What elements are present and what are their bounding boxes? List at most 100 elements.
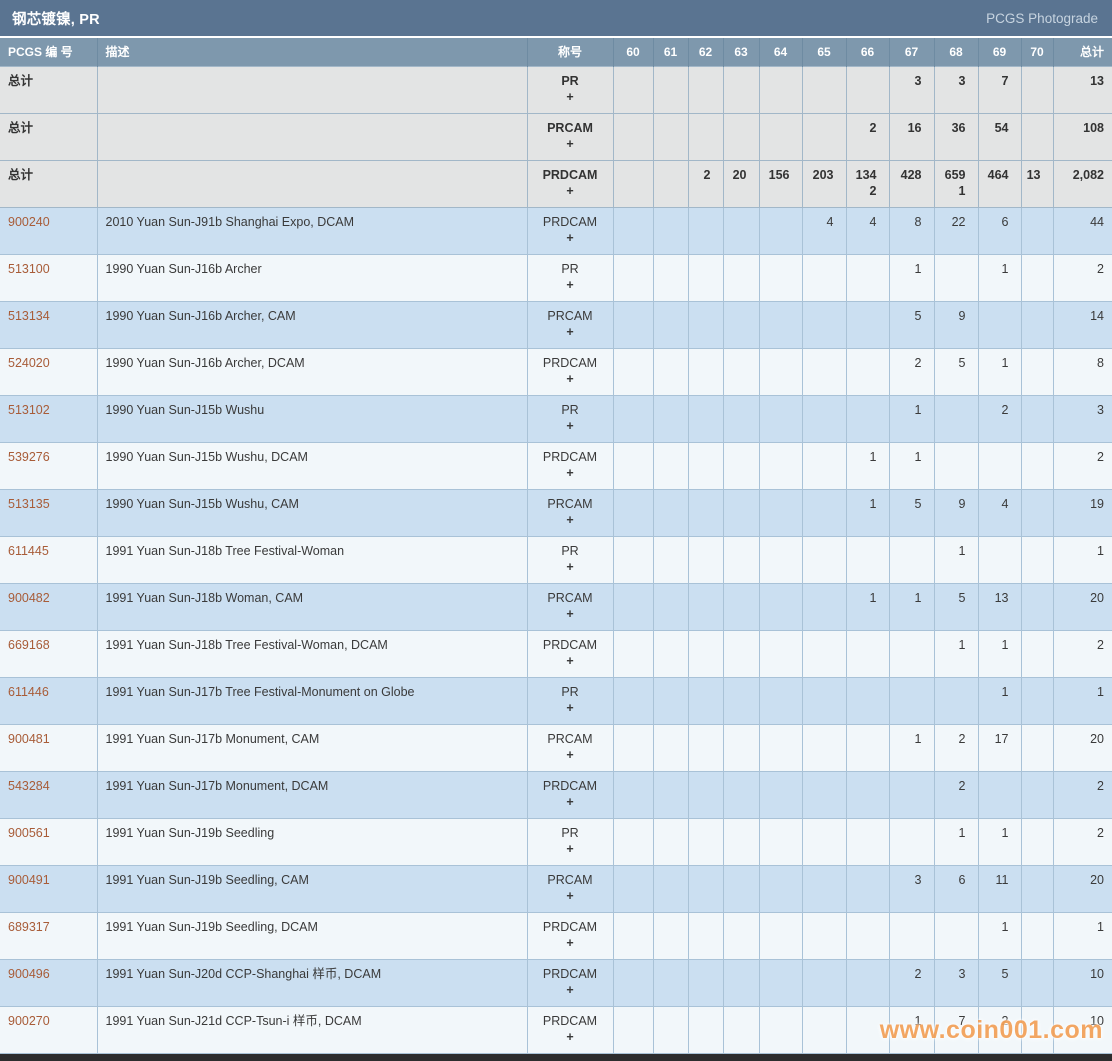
grade-60-count-cell [612, 488, 654, 537]
description-cell: 1991 Yuan Sun-J18b Woman, CAM [96, 582, 528, 631]
grade-69-count-cell [977, 770, 1022, 819]
pcgs-number-link[interactable]: 900482 [8, 590, 50, 605]
grade-62-count-cell [687, 206, 724, 255]
designation-cell: PRCAM + [526, 112, 614, 161]
grade-61-count-cell [652, 864, 689, 913]
grade-61-count-cell [652, 1005, 689, 1054]
grade-69-count-cell: 7 [977, 65, 1022, 114]
grade-67-count-cell: 2 [888, 347, 935, 396]
pcgs-number-link[interactable]: 900481 [8, 731, 50, 746]
grade-62-count-cell [687, 770, 724, 819]
table-row: 513135 1990 Yuan Sun-J15b Wushu, CAM PRCAM… [0, 488, 1112, 537]
grade-67-count-cell: 428 [888, 159, 935, 208]
photograde-link[interactable]: PCGS Photograde [986, 10, 1098, 26]
pcgs-number-cell: 689317 [0, 911, 98, 960]
pcgs-number-link[interactable]: 900496 [8, 966, 50, 981]
pcgs-number-link[interactable]: 513135 [8, 496, 50, 511]
pcgs-number-link[interactable]: 900270 [8, 1013, 50, 1028]
pcgs-number-link[interactable]: 524020 [8, 355, 50, 370]
col-header-grade-62: 62 [688, 38, 724, 66]
pcgs-number-link[interactable]: 543284 [8, 778, 50, 793]
grade-68-count-cell: 9 [933, 300, 979, 349]
grade-64-count-cell [758, 864, 803, 913]
grade-62-count-cell [687, 253, 724, 302]
grade-69-count-cell [977, 535, 1022, 584]
pcgs-number-cell: 611446 [0, 676, 98, 725]
grade-68-count-cell: 22 [933, 206, 979, 255]
grade-70-count-cell [1020, 582, 1054, 631]
description-cell: 1990 Yuan Sun-J16b Archer, CAM [96, 300, 528, 349]
grade-66-count-cell [845, 394, 890, 443]
grade-62-count-cell [687, 817, 724, 866]
grade-67-count-cell: 1 [888, 1005, 935, 1054]
grade-60-count-cell [612, 911, 654, 960]
grade-65-count-cell [801, 65, 847, 114]
pcgs-number-link[interactable]: 611446 [8, 684, 49, 699]
grade-70-count-cell: 13 [1020, 159, 1054, 208]
col-header-grade-60: 60 [613, 38, 654, 66]
pcgs-number-link[interactable]: 539276 [8, 449, 50, 464]
pcgs-number-link[interactable]: 900491 [8, 872, 50, 887]
pcgs-number-cell: 900481 [0, 723, 98, 772]
designation-cell: PRCAM + [526, 300, 614, 349]
grade-60-count-cell [612, 253, 654, 302]
grade-60-count-cell [612, 770, 654, 819]
grade-61-count-cell [652, 300, 689, 349]
pcgs-number-cell: 513135 [0, 488, 98, 537]
grade-62-count-cell [687, 864, 724, 913]
grade-70-count-cell [1020, 488, 1054, 537]
designation-cell: PRCAM + [526, 723, 614, 772]
grade-64-count-cell [758, 65, 803, 114]
grade-64-count-cell [758, 958, 803, 1007]
pcgs-number-link[interactable]: 513134 [8, 308, 50, 323]
grade-66-count-cell: 134 2 [845, 159, 890, 208]
row-total-cell: 8 [1052, 347, 1112, 396]
grade-65-count-cell [801, 723, 847, 772]
description-cell: 1991 Yuan Sun-J17b Monument, DCAM [96, 770, 528, 819]
grade-60-count-cell [612, 958, 654, 1007]
grade-66-count-cell [845, 347, 890, 396]
grade-64-count-cell [758, 1005, 803, 1054]
col-header-grade-63: 63 [723, 38, 760, 66]
pcgs-number-link[interactable]: 900561 [8, 825, 50, 840]
grade-66-count-cell [845, 864, 890, 913]
pcgs-number-link[interactable]: 513102 [8, 402, 50, 417]
pcgs-number-link[interactable]: 611445 [8, 543, 49, 558]
grade-65-count-cell [801, 911, 847, 960]
grade-60-count-cell [612, 817, 654, 866]
table-row: 539276 1990 Yuan Sun-J15b Wushu, DCAM PRDC… [0, 441, 1112, 490]
grade-64-count-cell [758, 488, 803, 537]
col-header-total: 总计 [1053, 38, 1112, 66]
col-header-grade-70: 70 [1021, 38, 1054, 66]
grade-60-count-cell [612, 347, 654, 396]
grade-62-count-cell [687, 1005, 724, 1054]
grade-60-count-cell [612, 65, 654, 114]
grade-64-count-cell [758, 911, 803, 960]
grade-66-count-cell [845, 253, 890, 302]
grade-68-count-cell: 9 [933, 488, 979, 537]
pcgs-number-link[interactable]: 669168 [8, 637, 50, 652]
grade-64-count-cell [758, 206, 803, 255]
grade-61-count-cell [652, 770, 689, 819]
grade-66-count-cell [845, 911, 890, 960]
pcgs-number-link[interactable]: 689317 [8, 919, 50, 934]
pcgs-number-link[interactable]: 513100 [8, 261, 50, 276]
page-title: 钢芯镀镍, PR [12, 11, 100, 28]
row-total-cell: 1 [1052, 535, 1112, 584]
designation-cell: PRDCAM + [526, 629, 614, 678]
grade-69-count-cell: 1 [977, 347, 1022, 396]
grade-63-count-cell [722, 958, 760, 1007]
grade-63-count-cell [722, 394, 760, 443]
grade-68-count-cell: 1 [933, 629, 979, 678]
designation-cell: PRCAM + [526, 582, 614, 631]
row-total-cell: 14 [1052, 300, 1112, 349]
pcgs-number-link[interactable]: 900240 [8, 214, 50, 229]
description-cell: 1991 Yuan Sun-J19b Seedling [96, 817, 528, 866]
grade-63-count-cell [722, 817, 760, 866]
grade-67-count-cell: 8 [888, 206, 935, 255]
grade-64-count-cell [758, 723, 803, 772]
grade-69-count-cell: 6 [977, 206, 1022, 255]
table-row: 611446 1991 Yuan Sun-J17b Tree Festival-M… [0, 676, 1112, 725]
designation-cell: PRCAM + [526, 488, 614, 537]
